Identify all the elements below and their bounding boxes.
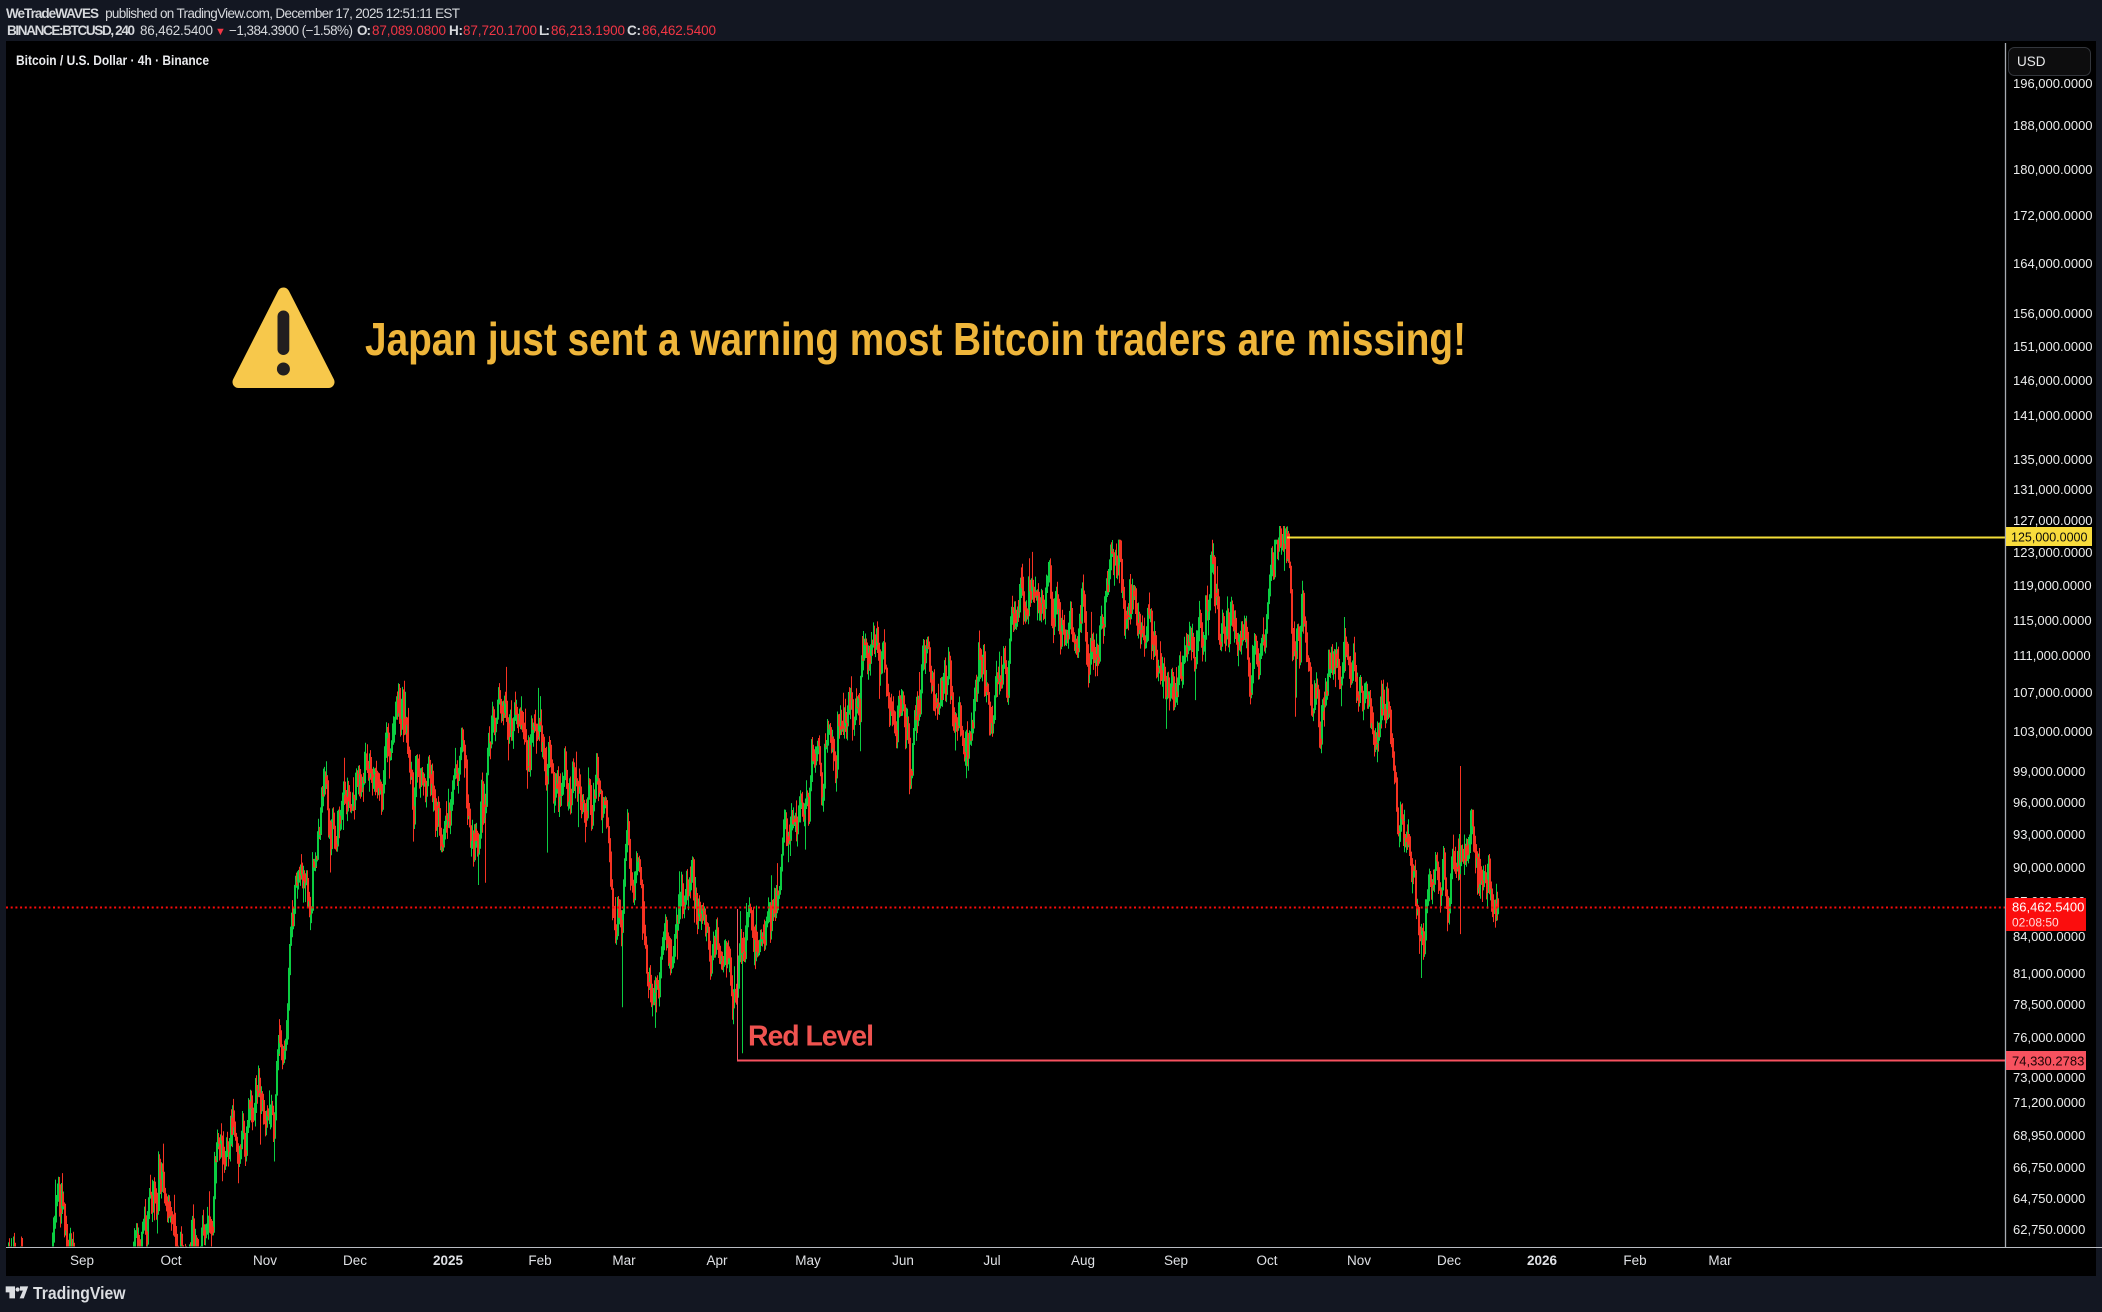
svg-text:02:08:50: 02:08:50 (2012, 916, 2059, 930)
svg-text:62,750.0000: 62,750.0000 (2013, 1222, 2085, 1237)
svg-text:96,000.0000: 96,000.0000 (2013, 795, 2085, 810)
svg-text:Apr: Apr (706, 1253, 728, 1268)
svg-text:180,000.0000: 180,000.0000 (2013, 162, 2093, 177)
svg-text:115,000.0000: 115,000.0000 (2013, 613, 2092, 628)
svg-text:Red Level: Red Level (748, 1021, 874, 1053)
svg-text:71,200.0000: 71,200.0000 (2013, 1095, 2085, 1110)
svg-text:81,000.0000: 81,000.0000 (2013, 966, 2085, 981)
svg-text:125,000.0000: 125,000.0000 (2011, 531, 2088, 545)
svg-text:WeTradeWAVES published on Trad: WeTradeWAVES published on TradingView.co… (6, 6, 460, 21)
svg-text:Jun: Jun (892, 1253, 914, 1268)
svg-text:107,000.0000: 107,000.0000 (2013, 685, 2093, 700)
svg-text:111,000.0000: 111,000.0000 (2013, 648, 2091, 663)
svg-text:66,750.0000: 66,750.0000 (2013, 1160, 2085, 1175)
svg-text:68,950.0000: 68,950.0000 (2013, 1128, 2085, 1143)
svg-text:Mar: Mar (1708, 1253, 1732, 1268)
svg-text:74,330.2783: 74,330.2783 (2012, 1054, 2084, 1069)
svg-text:146,000.0000: 146,000.0000 (2013, 373, 2093, 388)
svg-text:2025: 2025 (433, 1253, 464, 1268)
svg-text:Oct: Oct (1256, 1253, 1277, 1268)
svg-text:Dec: Dec (1437, 1253, 1461, 1268)
svg-text:188,000.0000: 188,000.0000 (2013, 118, 2093, 133)
svg-text:119,000.0000: 119,000.0000 (2013, 578, 2092, 593)
svg-text:2026: 2026 (1527, 1253, 1558, 1268)
svg-text:78,500.0000: 78,500.0000 (2013, 997, 2085, 1012)
svg-text:135,000.0000: 135,000.0000 (2013, 452, 2093, 467)
svg-text:73,000.0000: 73,000.0000 (2013, 1070, 2085, 1085)
svg-text:131,000.0000: 131,000.0000 (2013, 482, 2093, 497)
svg-text:Oct: Oct (160, 1253, 181, 1268)
svg-text:USD: USD (2017, 54, 2046, 69)
svg-text:156,000.0000: 156,000.0000 (2013, 306, 2093, 321)
svg-text:Feb: Feb (1623, 1253, 1646, 1268)
svg-text:86,462.5400: 86,462.5400 (2012, 900, 2084, 915)
svg-text:172,000.0000: 172,000.0000 (2013, 208, 2093, 223)
svg-text:123,000.0000: 123,000.0000 (2013, 545, 2093, 560)
svg-text:Mar: Mar (612, 1253, 636, 1268)
svg-text:Dec: Dec (343, 1253, 367, 1268)
svg-text:Sep: Sep (1164, 1253, 1188, 1268)
svg-text:99,000.0000: 99,000.0000 (2013, 764, 2085, 779)
svg-text:64,750.0000: 64,750.0000 (2013, 1191, 2085, 1206)
svg-text:Jul: Jul (983, 1253, 1000, 1268)
svg-text:Bitcoin / U.S. Dollar · 4h · B: Bitcoin / U.S. Dollar · 4h · Binance (16, 53, 209, 68)
svg-text:93,000.0000: 93,000.0000 (2013, 827, 2085, 842)
svg-text:TradingView: TradingView (33, 1283, 126, 1303)
svg-text:196,000.0000: 196,000.0000 (2013, 76, 2093, 91)
svg-text:103,000.0000: 103,000.0000 (2013, 724, 2093, 739)
svg-text:164,000.0000: 164,000.0000 (2013, 256, 2093, 271)
svg-text:127,000.0000: 127,000.0000 (2013, 513, 2093, 528)
svg-text:151,000.0000: 151,000.0000 (2013, 339, 2093, 354)
svg-text:Nov: Nov (253, 1253, 277, 1268)
svg-text:Japan just sent a warning most: Japan just sent a warning most Bitcoin t… (365, 313, 1466, 365)
svg-text:84,000.0000: 84,000.0000 (2013, 929, 2085, 944)
svg-text:Aug: Aug (1071, 1253, 1095, 1268)
svg-text:May: May (795, 1253, 821, 1268)
svg-text:Sep: Sep (70, 1253, 94, 1268)
svg-text:Feb: Feb (528, 1253, 551, 1268)
svg-text:76,000.0000: 76,000.0000 (2013, 1030, 2085, 1045)
svg-text:141,000.0000: 141,000.0000 (2013, 408, 2093, 423)
svg-text:90,000.0000: 90,000.0000 (2013, 860, 2085, 875)
svg-text:Nov: Nov (1347, 1253, 1371, 1268)
